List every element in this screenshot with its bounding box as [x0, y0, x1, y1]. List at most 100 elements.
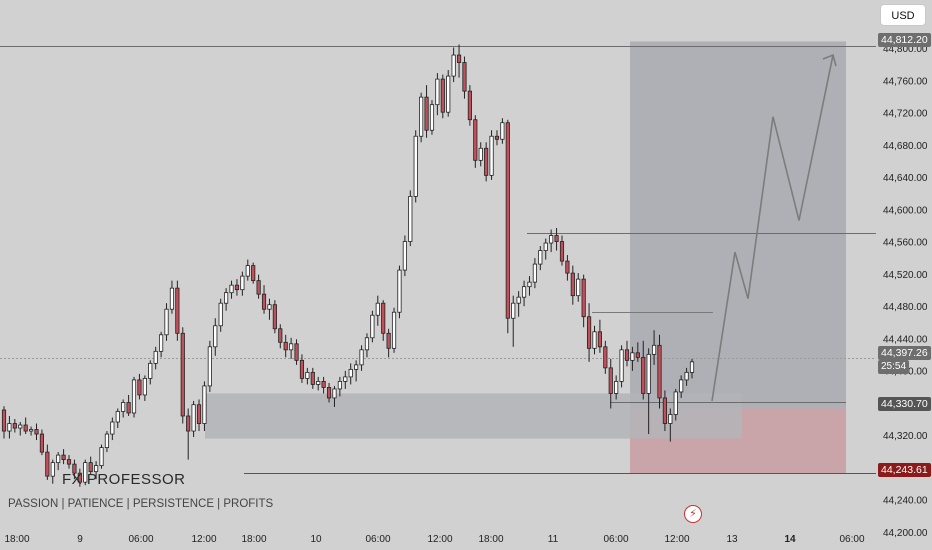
candle-up — [630, 352, 635, 361]
y-tick-label: 44,520.00 — [883, 270, 928, 281]
x-tick-label: 11 — [548, 534, 559, 545]
lightning-bolt-icon[interactable]: ⚡ — [684, 505, 702, 523]
x-tick-label: 12:00 — [191, 534, 216, 545]
candle-up — [191, 404, 196, 432]
candle-up — [56, 454, 61, 464]
candle-up — [478, 147, 483, 161]
candle-up — [289, 343, 294, 351]
watermark-title: FX PROFESSOR — [62, 471, 186, 488]
candle-up — [153, 350, 158, 364]
candle-down — [88, 462, 93, 473]
x-tick-label: 18:00 — [241, 534, 266, 545]
candle-down — [624, 349, 630, 361]
candle-up — [164, 308, 169, 336]
candle-up — [516, 296, 521, 304]
candle-up — [316, 381, 321, 385]
candle-down — [180, 332, 185, 417]
current-price-tag: 44,397.26 — [878, 346, 931, 360]
candle-up — [429, 104, 435, 131]
candle-down — [234, 284, 240, 291]
x-tick-label: 18:00 — [4, 534, 29, 545]
candle-up — [305, 371, 310, 379]
candle-up — [651, 344, 657, 355]
candle-down — [635, 352, 640, 358]
candle-up — [115, 411, 120, 423]
candle-up — [159, 334, 164, 352]
x-axis[interactable]: 18:00 9 06:00 12:00 18:00 10 06:00 12:00 18:00 11… — [4, 534, 864, 545]
candle-up — [348, 368, 353, 378]
candle-down — [23, 424, 28, 432]
candle-up — [679, 379, 684, 393]
y-tick-label: 44,800.00 — [883, 44, 928, 55]
y-tick-label: 44,680.00 — [883, 141, 928, 152]
candle-down — [581, 278, 586, 318]
candle-down — [196, 404, 202, 424]
candle-up — [359, 349, 364, 366]
y-tick-label: 44,440.00 — [883, 334, 928, 345]
candle-down — [299, 359, 305, 379]
candles-layer — [1, 44, 695, 487]
candle-down — [272, 304, 277, 330]
candle-up — [18, 424, 23, 429]
x-tick-label: 12:00 — [427, 534, 452, 545]
candle-up — [527, 281, 532, 288]
y-tick-label: 44,240.00 — [883, 496, 928, 507]
candle-up — [337, 381, 342, 390]
candle-up — [500, 122, 505, 140]
candle-up — [50, 462, 55, 477]
candle-up — [370, 314, 375, 339]
candle-up — [511, 302, 516, 319]
candle-down — [39, 433, 45, 453]
zones-layer — [205, 41, 846, 474]
candle-up — [218, 302, 223, 327]
x-tick-label: 10 — [310, 534, 322, 545]
candle-down — [12, 423, 17, 429]
candle-up — [99, 447, 104, 467]
candle-up — [619, 349, 624, 382]
candle-up — [402, 241, 407, 271]
candle-up — [332, 388, 337, 399]
candle-down — [570, 272, 575, 297]
candle-up — [397, 269, 402, 313]
candle-up — [576, 278, 581, 297]
x-tick-label: 12:00 — [664, 534, 689, 545]
candle-down — [261, 293, 267, 310]
candle-down — [326, 387, 332, 399]
candle-up — [224, 292, 229, 304]
candle-down — [565, 260, 570, 274]
candle-down — [462, 62, 467, 92]
candle-up — [391, 311, 397, 349]
y-tick-label: 44,320.00 — [883, 431, 928, 442]
candle-down — [283, 341, 288, 351]
x-tick-label: 06:00 — [128, 534, 153, 545]
candle-up — [549, 235, 554, 244]
candle-down — [1, 409, 7, 432]
candle-down — [386, 332, 391, 349]
y-axis[interactable]: 44,800.00 44,760.00 44,720.00 44,680.00 44,6… — [876, 0, 932, 550]
candle-up — [202, 385, 207, 424]
candle-down — [554, 235, 559, 242]
currency-selector-button[interactable]: USD — [880, 4, 926, 26]
target-zone — [630, 41, 846, 409]
candle-up — [267, 304, 272, 310]
candle-down — [77, 472, 82, 483]
y-tick-label: 44,200.00 — [883, 528, 928, 539]
candle-down — [310, 371, 315, 385]
candle-up — [538, 250, 543, 265]
projection-layer — [711, 53, 837, 402]
candle-up — [131, 379, 137, 414]
candle-up — [521, 286, 527, 298]
projection-path — [711, 54, 834, 402]
candle-down — [186, 415, 191, 432]
candle-down — [256, 280, 261, 295]
candle-up — [646, 353, 651, 394]
x-tick-label: 06:00 — [365, 534, 390, 545]
x-tick-label: 06:00 — [603, 534, 628, 545]
candle-up — [673, 391, 678, 415]
candle-down — [657, 344, 662, 399]
x-tick-label: 13 — [726, 534, 738, 545]
top-level-price-tag: 44,812.20 — [878, 33, 931, 47]
candle-down — [505, 122, 510, 319]
